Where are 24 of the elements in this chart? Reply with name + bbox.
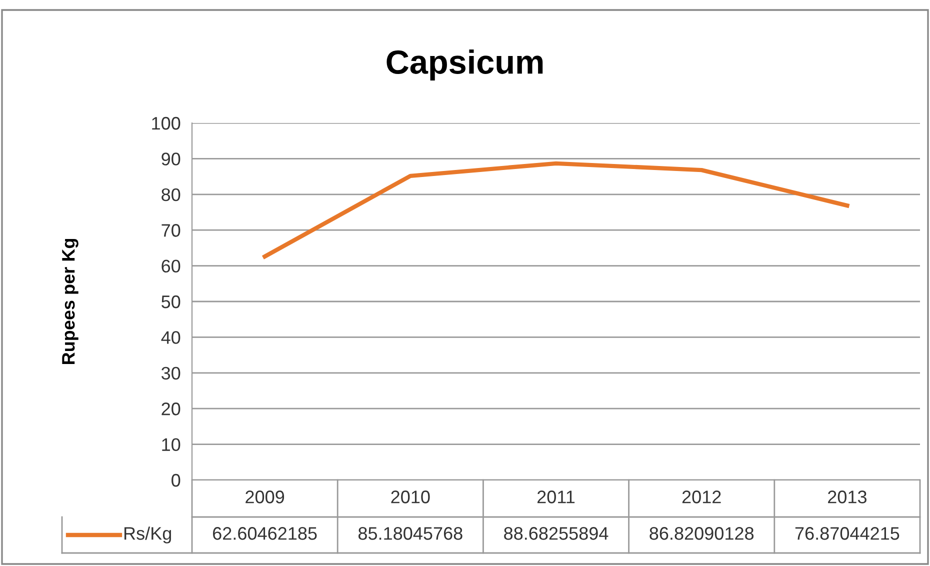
x-tick-label: 2009: [246, 490, 284, 504]
data-label: 86.82090128: [650, 527, 754, 540]
y-axis-title: Rupees per Kg: [62, 238, 78, 364]
y-tick-label: 60: [162, 260, 180, 273]
data-label: 62.60462185: [213, 527, 317, 540]
y-tick-label: 40: [161, 331, 180, 344]
y-tick-label: 80: [162, 188, 180, 202]
y-tick-label: 50: [162, 295, 180, 308]
y-tick-label: 30: [161, 366, 180, 380]
y-tick-label: 10: [162, 438, 180, 452]
y-tick-label: 0: [172, 474, 180, 487]
y-tick-label: 90: [162, 152, 180, 166]
x-tick-label: 2012: [682, 490, 721, 504]
data-label: 76.87044215: [795, 527, 900, 540]
y-tick-label: 20: [162, 402, 180, 416]
y-tick-label: 100: [152, 116, 180, 130]
legend-label: Rs/Kg: [124, 526, 172, 544]
data-label: 85.18045768: [358, 527, 462, 540]
x-tick-label: 2013: [828, 490, 866, 504]
chart-title: Capsicum: [386, 49, 543, 81]
data-label: 88.68255894: [504, 527, 608, 540]
y-tick-label: 70: [162, 224, 180, 237]
x-tick-label: 2011: [537, 490, 575, 504]
x-tick-label: 2010: [391, 490, 430, 504]
